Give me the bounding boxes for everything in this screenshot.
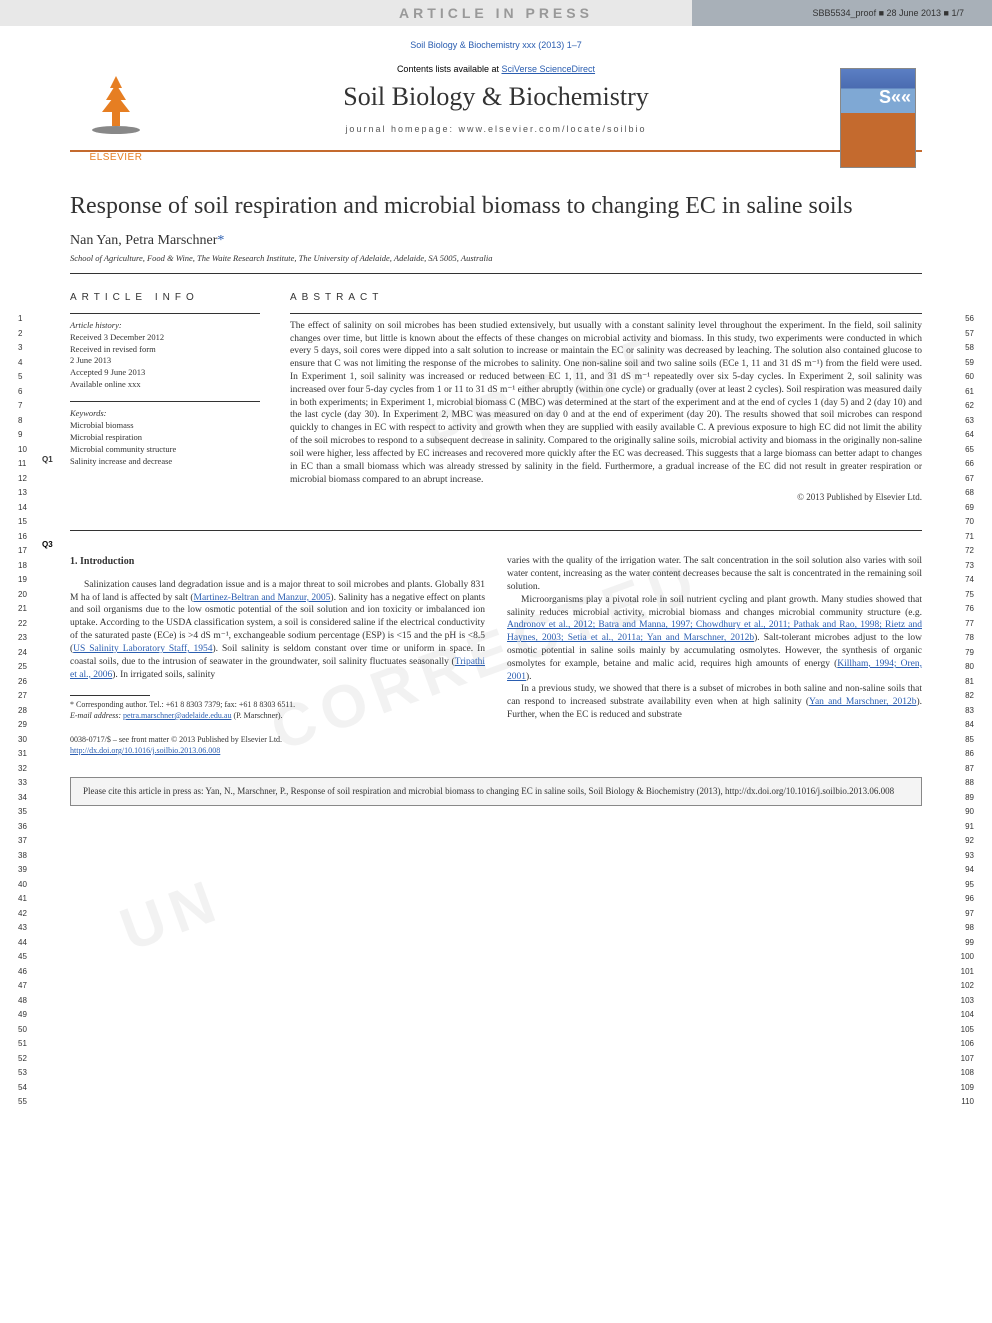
corresponding-footnote: * Corresponding author. Tel.: +61 8 8303… bbox=[70, 700, 485, 721]
affiliation: School of Agriculture, Food & Wine, The … bbox=[70, 253, 922, 274]
available-online: Available online xxx bbox=[70, 379, 260, 391]
copyright: © 2013 Published by Elsevier Ltd. bbox=[290, 492, 922, 502]
email-suffix: (P. Marschner). bbox=[231, 711, 282, 720]
front-matter-info: 0038-0717/$ – see front matter © 2013 Pu… bbox=[70, 735, 485, 757]
article-info-sidebar: ARTICLE INFO Article history: Received 3… bbox=[70, 292, 260, 503]
intro-paragraph: Microorganisms play a pivotal role in so… bbox=[507, 594, 922, 684]
authors: Nan Yan, Petra Marschner* bbox=[70, 233, 922, 249]
proof-info: SBB5534_proof ■ 28 June 2013 ■ 1/7 bbox=[813, 8, 964, 18]
abstract-text: The effect of salinity on soil microbes … bbox=[290, 313, 922, 487]
journal-title: Soil Biology & Biochemistry bbox=[70, 78, 922, 124]
contents-text: Contents lists available at bbox=[397, 64, 502, 74]
query-marker-q1: Q1 bbox=[42, 454, 53, 465]
article-content: Response of soil respiration and microbi… bbox=[0, 152, 992, 757]
elsevier-tree-icon bbox=[76, 68, 156, 152]
body-text-columns: 1. Introduction Salinization causes land… bbox=[70, 555, 922, 756]
info-abstract-section: ARTICLE INFO Article history: Received 3… bbox=[70, 292, 922, 532]
article-in-press-banner: ARTICLE IN PRESS SBB5534_proof ■ 28 June… bbox=[0, 0, 992, 26]
keyword: Microbial biomass bbox=[70, 420, 260, 432]
received-date: Received 3 December 2012 bbox=[70, 332, 260, 344]
accepted-date: Accepted 9 June 2013 bbox=[70, 367, 260, 379]
article-info-header: ARTICLE INFO bbox=[70, 292, 260, 303]
doi-link[interactable]: http://dx.doi.org/10.1016/j.soilbio.2013… bbox=[70, 746, 220, 755]
author-names: Nan Yan, Petra Marschner bbox=[70, 233, 217, 248]
email-label: E-mail address: bbox=[70, 711, 123, 720]
corresponding-marker: * bbox=[217, 233, 224, 248]
revised-label: Received in revised form bbox=[70, 344, 260, 356]
abstract-header: ABSTRACT bbox=[290, 292, 922, 303]
intro-paragraph-cont: varies with the quality of the irrigatio… bbox=[507, 555, 922, 593]
right-column: varies with the quality of the irrigatio… bbox=[507, 555, 922, 756]
article-title: Response of soil respiration and microbi… bbox=[70, 192, 922, 221]
keyword: Salinity increase and decrease bbox=[70, 456, 260, 468]
keywords-label: Keywords: bbox=[70, 408, 260, 420]
contents-label: Contents lists available at SciVerse Sci… bbox=[70, 58, 922, 78]
text-run: ). bbox=[526, 672, 532, 682]
keyword: Microbial respiration bbox=[70, 432, 260, 444]
keyword: Microbial community structure bbox=[70, 444, 260, 456]
text-run: ). In irrigated soils, salinity bbox=[112, 670, 215, 680]
page-container: ARTICLE IN PRESS SBB5534_proof ■ 28 June… bbox=[0, 0, 992, 1323]
text-run: Microorganisms play a pivotal role in so… bbox=[507, 595, 922, 618]
intro-paragraph: Salinization causes land degradation iss… bbox=[70, 579, 485, 682]
intro-header: 1. Introduction bbox=[70, 555, 485, 569]
citation-link[interactable]: Yan and Marschner, 2012b bbox=[809, 697, 916, 707]
footnote-separator bbox=[70, 695, 150, 696]
left-column: 1. Introduction Salinization causes land… bbox=[70, 555, 485, 756]
abstract-section: ABSTRACT The effect of salinity on soil … bbox=[290, 292, 922, 503]
citation-link[interactable]: US Salinity Laboratory Staff, 1954 bbox=[73, 644, 212, 654]
front-matter-text: 0038-0717/$ – see front matter © 2013 Pu… bbox=[70, 735, 485, 746]
intro-paragraph: In a previous study, we showed that ther… bbox=[507, 683, 922, 721]
revised-date: 2 June 2013 bbox=[70, 355, 260, 367]
history-label: Article history: bbox=[70, 320, 260, 332]
keywords-block: Q1 Keywords: Microbial biomass Microbial… bbox=[70, 401, 260, 477]
corresponding-author-info: * Corresponding author. Tel.: +61 8 8303… bbox=[70, 700, 485, 710]
email-link[interactable]: petra.marschner@adelaide.edu.au bbox=[123, 711, 231, 720]
proof-watermark: UN bbox=[111, 865, 231, 965]
journal-reference: Soil Biology & Biochemistry xxx (2013) 1… bbox=[0, 26, 992, 58]
citation-box: Please cite this article in press as: Ya… bbox=[70, 777, 922, 807]
journal-header: ELSEVIER Contents lists available at Sci… bbox=[70, 58, 922, 152]
banner-text: ARTICLE IN PRESS bbox=[399, 5, 593, 21]
email-line: E-mail address: petra.marschner@adelaide… bbox=[70, 711, 485, 721]
article-history-block: Article history: Received 3 December 201… bbox=[70, 313, 260, 401]
query-marker-q3: Q3 bbox=[42, 540, 53, 549]
citation-link[interactable]: Martinez-Beltran and Manzur, 2005 bbox=[194, 593, 331, 603]
journal-homepage: journal homepage: www.elsevier.com/locat… bbox=[70, 124, 922, 140]
sciencedirect-link[interactable]: SciVerse ScienceDirect bbox=[502, 64, 596, 74]
